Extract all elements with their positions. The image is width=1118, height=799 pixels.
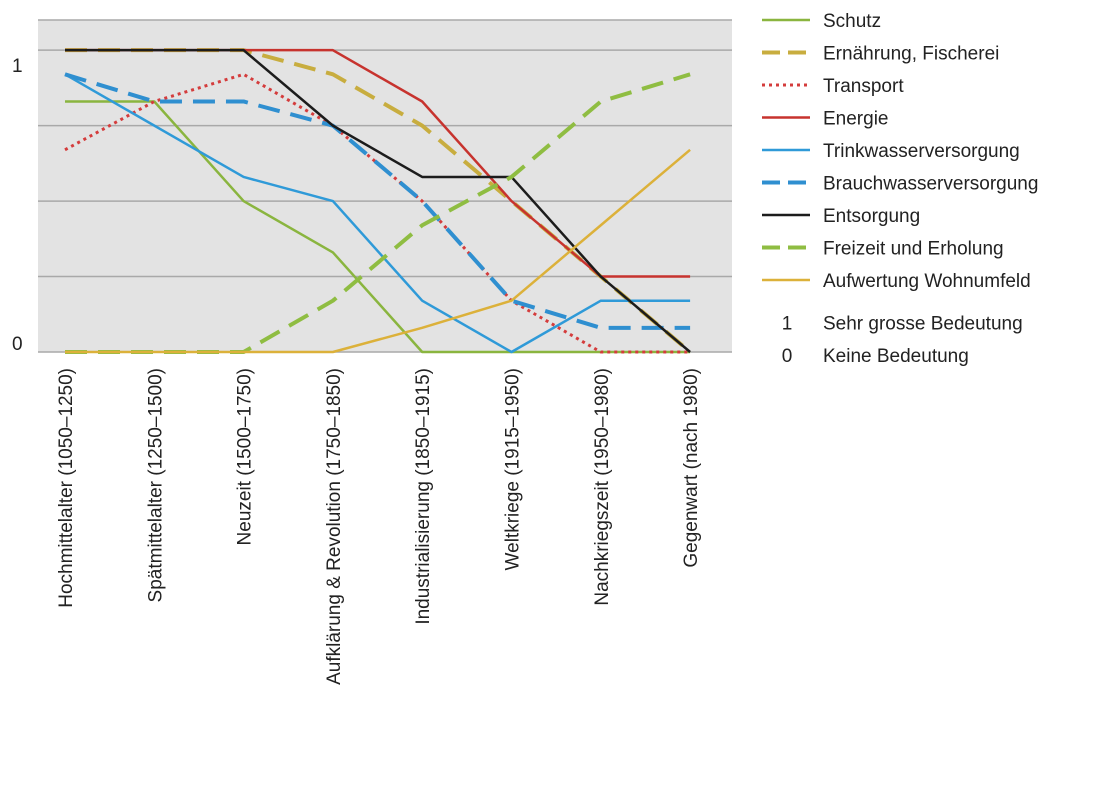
x-category-label: Aufklärung & Revolution (1750–1850) (324, 368, 345, 685)
y-tick-label: 1 (12, 56, 23, 77)
legend-label: Entsorgung (823, 206, 920, 227)
x-category-label: Neuzeit (1500–1750) (235, 368, 256, 545)
series-lines (64, 48, 692, 354)
legend: Schutz Ernährung, Fischerei Transport Energ… (762, 11, 1038, 367)
legend-note-symbol: 1 (782, 313, 793, 334)
series-line (65, 48, 691, 353)
legend-label: Freizeit und Erholung (823, 239, 1004, 260)
legend-label: Aufwertung Wohnumfeld (823, 271, 1031, 292)
plot-background (38, 20, 732, 352)
x-category-label: Nachkriegszeit (1950–1980) (592, 368, 613, 606)
series-line (65, 100, 691, 354)
legend-note-label: Keine Bedeutung (823, 346, 969, 367)
x-category-label: Hochmittelalter (1050–1250) (56, 368, 77, 608)
legend-label: Brauchwasserversorgung (823, 174, 1038, 195)
y-axis-ticks: 10 (12, 56, 23, 355)
legend-note-symbol: 0 (782, 346, 793, 367)
x-category-label: Gegenwart (nach 1980) (681, 368, 702, 568)
legend-label: Ernährung, Fischerei (823, 44, 999, 65)
x-category-label: Weltkriege (1915–1950) (503, 368, 524, 570)
x-category-label: Spätmittelalter (1250–1500) (145, 368, 166, 602)
legend-label: Transport (823, 76, 904, 97)
series-line (64, 72, 691, 330)
x-category-label: Industrialisierung (1850–1915) (413, 368, 434, 625)
legend-note-label: Sehr grosse Bedeutung (823, 313, 1023, 334)
x-axis-category-labels: Hochmittelalter (1050–1250) Spätmittelalt… (56, 368, 702, 685)
series-line (64, 73, 691, 354)
legend-label: Trinkwasserversorgung (823, 141, 1020, 162)
legend-label: Schutz (823, 11, 881, 32)
y-tick-label: 0 (12, 334, 23, 355)
series-line (65, 148, 691, 354)
legend-label: Energie (823, 109, 889, 130)
